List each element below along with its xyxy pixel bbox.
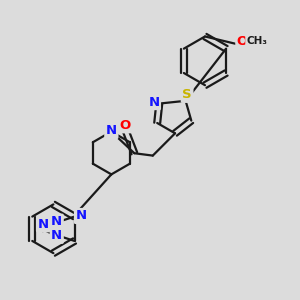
Text: O: O xyxy=(237,35,248,48)
Text: N: N xyxy=(38,218,49,231)
Text: N: N xyxy=(51,215,62,228)
Text: O: O xyxy=(120,119,131,132)
Text: N: N xyxy=(76,209,87,223)
Text: N: N xyxy=(148,96,160,109)
Text: N: N xyxy=(51,229,62,242)
Text: N: N xyxy=(106,124,117,137)
Text: CH₃: CH₃ xyxy=(247,36,268,46)
Text: S: S xyxy=(182,88,192,101)
